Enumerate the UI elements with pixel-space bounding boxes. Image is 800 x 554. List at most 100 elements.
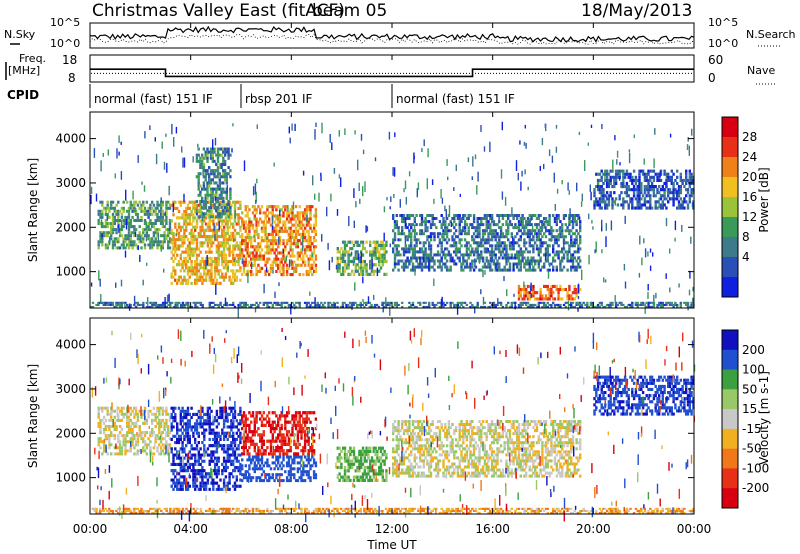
heatmap-cell	[474, 247, 478, 251]
heatmap-cell	[629, 200, 632, 204]
heatmap-cell	[605, 223, 607, 231]
heatmap-cell	[359, 301, 362, 304]
heatmap-cell	[654, 200, 657, 204]
heatmap-cell	[537, 259, 540, 263]
heatmap-cell	[505, 305, 508, 308]
heatmap-cell	[535, 305, 539, 308]
heatmap-cell	[643, 178, 647, 182]
heatmap-cell	[272, 270, 274, 274]
heatmap-cell	[492, 250, 496, 254]
heatmap-cell	[294, 232, 298, 236]
heatmap-cell	[495, 264, 497, 270]
heatmap-cell	[183, 434, 186, 438]
heatmap-cell	[271, 229, 274, 233]
heatmap-cell	[555, 288, 558, 292]
heatmap-cell	[463, 244, 467, 248]
heatmap-cell	[667, 175, 670, 179]
heatmap-cell	[239, 206, 242, 210]
heatmap-cell	[406, 259, 409, 263]
heatmap-cell	[552, 297, 555, 301]
heatmap-cell	[176, 437, 179, 441]
heatmap-cell	[195, 241, 199, 245]
heatmap-cell	[126, 209, 129, 213]
heatmap-cell	[117, 446, 120, 450]
heatmap-cell	[196, 301, 199, 304]
heatmap-cell	[686, 191, 690, 195]
heatmap-cell	[590, 124, 593, 128]
heatmap-cell	[521, 256, 524, 260]
heatmap-cell	[186, 213, 190, 217]
heatmap-cell	[131, 215, 134, 219]
heatmap-cell	[395, 244, 398, 248]
heatmap-cell	[374, 263, 377, 267]
heatmap-cell	[489, 223, 492, 227]
heatmap-cell	[676, 305, 679, 308]
heatmap-cell	[429, 265, 433, 269]
heatmap-cell	[429, 244, 433, 248]
heatmap-cell	[248, 217, 251, 221]
heatmap-cell	[566, 294, 569, 298]
heatmap-cell	[212, 241, 215, 245]
heatmap-cell	[293, 223, 296, 227]
heatmap-cell	[212, 219, 215, 223]
heatmap-cell	[266, 269, 269, 273]
heatmap-cell	[487, 259, 490, 263]
heatmap-cell	[190, 213, 193, 217]
heatmap-cell	[604, 200, 607, 204]
heatmap-cell	[410, 241, 413, 245]
heatmap-cell	[138, 428, 141, 431]
heatmap-cell	[303, 214, 307, 218]
heatmap-cell	[571, 253, 575, 257]
heatmap-cell	[149, 409, 152, 413]
heatmap-cell	[226, 222, 229, 226]
heatmap-cell	[413, 305, 416, 308]
heatmap-cell	[374, 250, 377, 254]
heatmap-cell	[480, 223, 483, 227]
heatmap-cell	[381, 243, 384, 247]
heatmap-cell	[654, 128, 656, 135]
heatmap-cell	[278, 251, 282, 255]
heatmap-cell	[402, 214, 406, 217]
heatmap-cell	[199, 172, 202, 176]
heatmap-cell	[550, 226, 553, 230]
heatmap-cell	[528, 294, 531, 298]
heatmap-cell	[108, 236, 111, 246]
heatmap-cell	[185, 263, 188, 267]
heatmap-cell	[539, 297, 542, 301]
heatmap-cell	[508, 305, 512, 308]
heatmap-cell	[300, 251, 303, 255]
heatmap-cell	[237, 231, 240, 235]
heatmap-cell	[312, 239, 316, 243]
heatmap-cell	[170, 231, 173, 235]
heatmap-cell	[351, 240, 354, 244]
heatmap-cell	[431, 232, 434, 236]
heatmap-cell	[490, 259, 494, 263]
heatmap-cell	[411, 247, 415, 251]
heatmap-cell	[467, 253, 470, 257]
heatmap-cell	[499, 232, 503, 236]
heatmap-cell	[174, 469, 177, 473]
heatmap-cell	[492, 305, 496, 308]
heatmap-cell	[564, 288, 567, 292]
heatmap-cell	[257, 223, 260, 227]
heatmap-cell	[239, 305, 242, 308]
heatmap-cell	[463, 253, 467, 257]
heatmap-cell	[535, 238, 539, 242]
heatmap-cell	[361, 247, 365, 251]
heatmap-cell	[158, 219, 161, 222]
heatmap-cell	[499, 303, 503, 306]
heatmap-cell	[401, 259, 404, 263]
heatmap-cell	[510, 235, 513, 239]
heatmap-cell	[199, 275, 202, 279]
heatmap-cell	[241, 239, 244, 243]
heatmap-cell	[307, 305, 310, 308]
heatmap-cell	[474, 154, 477, 160]
heatmap-cell	[124, 437, 127, 441]
heatmap-cell	[349, 272, 352, 276]
heatmap-cell	[413, 253, 416, 257]
heatmap-cell	[524, 169, 526, 175]
heatmap-cell	[154, 434, 157, 438]
heatmap-cell	[476, 303, 479, 306]
heatmap-cell	[312, 251, 316, 255]
heatmap-cell	[354, 269, 357, 273]
